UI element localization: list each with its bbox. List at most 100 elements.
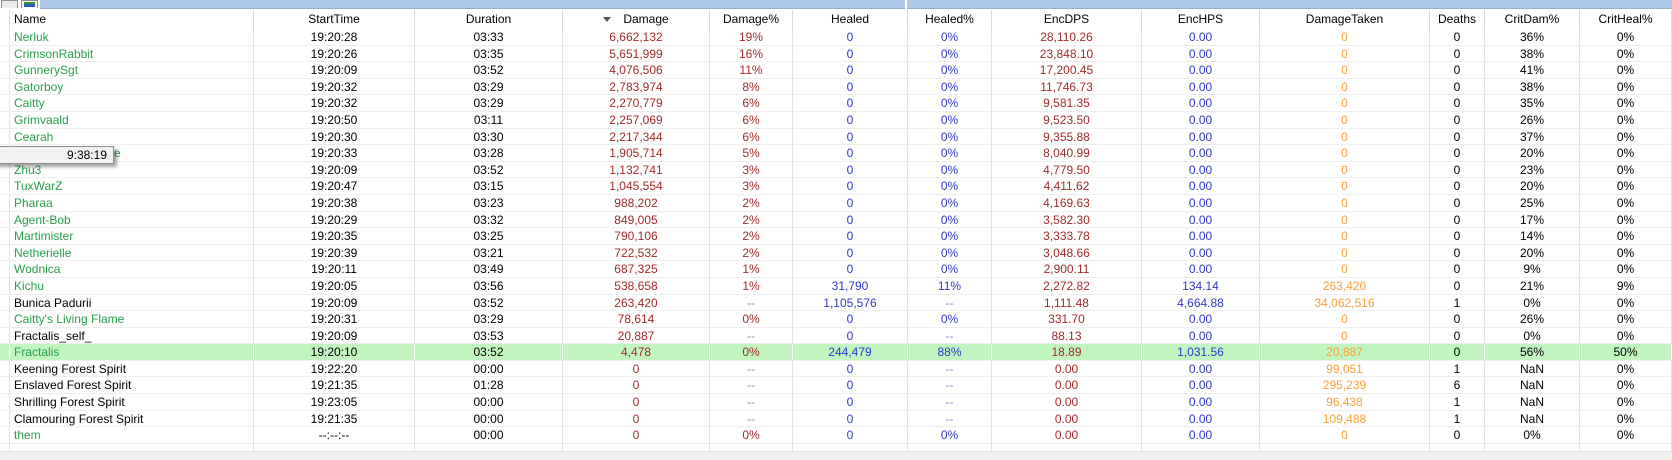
table-row[interactable]: Fractalis 19:20:10 03:52 4,478 0% 244,479 88% 1… xyxy=(0,344,1672,361)
cell-start: 19:20:33 xyxy=(254,145,415,161)
cell-enchps: 0.00 xyxy=(1142,128,1260,145)
cell-dmgpct: 2% xyxy=(710,228,793,244)
table-row[interactable]: Cearah 19:20:30 03:30 2,217,344 6% 0 0% 9,355.8… xyxy=(0,128,1672,146)
table-row[interactable]: Gatorboy 19:20:32 03:29 2,783,974 8% 0 0% 11,74… xyxy=(0,78,1672,96)
cell-value: -- xyxy=(945,395,954,410)
cell-critdam: 23% xyxy=(1485,161,1580,178)
cell-value: 19:20:05 xyxy=(310,278,358,293)
table-row[interactable]: Caitty 19:20:32 03:29 2,270,779 6% 0 0% 9,581.3… xyxy=(0,95,1672,112)
table-row[interactable]: Grimvaald 19:20:50 03:11 2,257,069 6% 0 0% 9,52… xyxy=(0,111,1672,129)
table-row[interactable]: Agent-Bob 19:20:29 03:32 849,005 2% 0 0% 3,582.… xyxy=(0,211,1672,229)
row-gutter xyxy=(0,294,10,311)
tab-stub-graph[interactable] xyxy=(21,0,38,8)
cell-dmg: 722,532 xyxy=(563,244,710,261)
cell-critheal: 0% xyxy=(1580,294,1672,311)
cell-healedpct: -- xyxy=(908,294,992,311)
table-row[interactable]: them --:--:-- 00:00 0 0% 0 0% 0.00 0.00 0 0 0% 0% xyxy=(0,427,1672,444)
cell-value: -- xyxy=(747,295,755,310)
table-row[interactable]: CrimsonRabbit 19:20:26 03:35 5,651,999 16% 0 0… xyxy=(0,45,1672,63)
combat-table: Name StartTime Duration Damage Damage% Healed… xyxy=(0,10,1672,452)
cell-healedpct: -- xyxy=(908,377,992,394)
table-row[interactable]: Keening Forest Spirit 19:22:20 00:00 0 -- 0 --… xyxy=(0,360,1672,378)
tab-stub-blank[interactable] xyxy=(1,0,18,8)
table-row[interactable]: TuxWarZ 19:20:47 03:15 1,045,554 3% 0 0% 4,411.… xyxy=(0,178,1672,195)
cell-value: NaN xyxy=(1519,395,1544,410)
cell-value: 17% xyxy=(1519,212,1545,227)
column-header-start[interactable]: StartTime xyxy=(254,10,415,29)
table-row[interactable]: Netherielle 19:20:39 03:21 722,532 2% 0 0% 3,04… xyxy=(0,244,1672,262)
cell-value: 19:22:20 xyxy=(310,361,358,376)
cell-value: 03:15 xyxy=(473,179,504,194)
cell-value: 0% xyxy=(1616,295,1635,310)
cell-value: 0% xyxy=(1616,212,1635,227)
cell-value: 134.14 xyxy=(1182,278,1219,293)
cell-encdps: 11,746.73 xyxy=(992,78,1142,95)
table-row[interactable]: Pharaa 19:20:38 03:23 988,202 2% 0 0% 4,169.63 0… xyxy=(0,194,1672,212)
table-row[interactable]: Nerluk 19:20:28 03:33 6,662,132 19% 0 0% 28,110… xyxy=(0,29,1672,46)
cell-value: 0.00 xyxy=(1188,229,1213,244)
table-row[interactable]: Martimister 19:20:35 03:25 790,106 2% 0 0% 3,33… xyxy=(0,228,1672,245)
cell-empty xyxy=(1430,443,1485,452)
column-header-label: CritHeal% xyxy=(1598,12,1653,26)
title-strip xyxy=(40,0,1672,9)
cell-value: 263,420 xyxy=(1322,278,1367,293)
cell-value: 03:21 xyxy=(473,245,504,260)
column-header-encdps[interactable]: EncDPS xyxy=(992,10,1142,29)
cell-start: 19:20:31 xyxy=(254,311,415,327)
cell-value: 0.00 xyxy=(1054,411,1079,426)
cell-value: 0 xyxy=(632,428,640,443)
cell-dmgtaken: 0 xyxy=(1260,228,1430,244)
cell-value: 0.00 xyxy=(1188,129,1213,144)
cell-name: them xyxy=(10,427,254,443)
table-row[interactable]: Clamouring Forest Spirit 19:21:35 00:00 0 --… xyxy=(0,410,1672,428)
column-header-dur[interactable]: Duration xyxy=(415,10,563,29)
table-row[interactable]: Shrilling Forest Spirit 19:23:05 00:00 0 -- 0… xyxy=(0,394,1672,411)
table-row[interactable]: e 19:20:33 03:28 1,905,714 5% 0 0% 8,040.99 0.00… xyxy=(0,145,1672,162)
table-row[interactable]: GunnerySgt 19:20:09 03:52 4,076,506 11% 0 0% 17… xyxy=(0,62,1672,79)
cell-value: 2,217,344 xyxy=(609,129,663,144)
column-header-healedpct[interactable]: Healed% xyxy=(908,10,992,29)
cell-value: 0.00 xyxy=(1188,146,1213,161)
cell-value: 19:20:35 xyxy=(310,229,358,244)
cell-value: 0 xyxy=(1341,195,1348,210)
column-header-dmg[interactable]: Damage xyxy=(563,10,710,29)
cell-critdam: 20% xyxy=(1485,145,1580,161)
cell-value: 11% xyxy=(739,63,763,78)
graph-tab-icon xyxy=(24,2,35,7)
column-header-healed[interactable]: Healed xyxy=(793,10,908,29)
cell-value: 6% xyxy=(742,129,760,144)
column-header-name[interactable]: Name xyxy=(10,10,254,29)
table-row[interactable]: Zhu3 19:20:09 03:52 1,132,741 3% 0 0% 4,779.50 0… xyxy=(0,161,1672,179)
column-header-dmgtaken[interactable]: DamageTaken xyxy=(1260,10,1430,29)
cell-critdam: 35% xyxy=(1485,95,1580,111)
cell-encdps: 4,411.62 xyxy=(992,178,1142,194)
cell-value: 0 xyxy=(846,46,854,61)
cell-empty xyxy=(908,443,992,452)
table-row[interactable]: Enslaved Forest Spirit 19:21:35 01:28 0 -- 0 -… xyxy=(0,377,1672,395)
cell-value: 0.00 xyxy=(1188,179,1213,194)
column-header-label: Damage% xyxy=(722,12,780,26)
row-gutter xyxy=(0,194,10,211)
row-name-label: Wodnica xyxy=(14,262,61,277)
table-row[interactable]: Caitty's Living Flame 19:20:31 03:29 78,614… xyxy=(0,311,1672,328)
cell-healedpct: 11% xyxy=(908,277,992,294)
cell-encdps: 3,582.30 xyxy=(992,211,1142,228)
column-header-critheal[interactable]: CritHeal% xyxy=(1580,10,1672,29)
cell-value: 03:25 xyxy=(473,229,504,244)
column-header-dmgpct[interactable]: Damage% xyxy=(710,10,793,29)
cell-deaths: 0 xyxy=(1430,344,1485,360)
column-header-deaths[interactable]: Deaths xyxy=(1430,10,1485,29)
cell-dur: 03:56 xyxy=(415,277,563,294)
column-header-enchps[interactable]: EncHPS xyxy=(1142,10,1260,29)
column-header-label: Damage xyxy=(623,12,669,26)
table-row[interactable]: Wodnica 19:20:11 03:49 687,325 1% 0 0% 2,900.11… xyxy=(0,261,1672,278)
cell-value: -- xyxy=(747,411,755,426)
column-header-critdam[interactable]: CritDam% xyxy=(1485,10,1580,29)
cell-value: 03:56 xyxy=(473,278,504,293)
cell-value: 0% xyxy=(940,179,959,194)
table-row[interactable]: Kichu 19:20:05 03:56 538,658 1% 31,790 11% 2,27… xyxy=(0,277,1672,295)
table-row[interactable]: Fractalis_self_ 19:20:09 03:53 20,887 -- 0 -- 8… xyxy=(0,327,1672,345)
table-row[interactable]: Bunica Padurii 19:20:09 03:52 263,420 -- 1,10… xyxy=(0,294,1672,312)
cell-value: 0.00 xyxy=(1054,361,1079,376)
